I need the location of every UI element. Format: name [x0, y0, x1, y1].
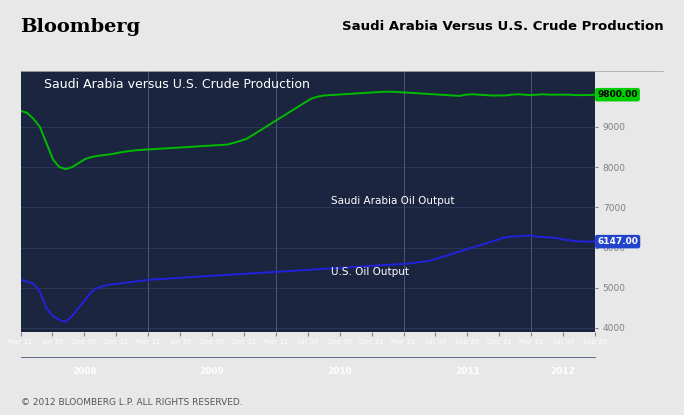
Text: 2009: 2009 — [200, 367, 224, 376]
Text: © 2012 BLOOMBERG L.P. ALL RIGHTS RESERVED.: © 2012 BLOOMBERG L.P. ALL RIGHTS RESERVE… — [21, 398, 242, 407]
Text: 2011: 2011 — [455, 367, 480, 376]
Text: 6147.00: 6147.00 — [597, 237, 638, 246]
Text: Bloomberg: Bloomberg — [21, 18, 141, 36]
Text: Saudi Arabia Versus U.S. Crude Production: Saudi Arabia Versus U.S. Crude Productio… — [342, 20, 663, 34]
Text: Saudi Arabia Oil Output: Saudi Arabia Oil Output — [331, 196, 454, 206]
Text: 2012: 2012 — [551, 367, 576, 376]
Text: 2010: 2010 — [328, 367, 352, 376]
Text: Saudi Arabia versus U.S. Crude Production: Saudi Arabia versus U.S. Crude Productio… — [44, 78, 309, 91]
Text: 2008: 2008 — [72, 367, 96, 376]
Text: 9800.00: 9800.00 — [597, 90, 637, 99]
Text: U.S. Oil Output: U.S. Oil Output — [331, 267, 409, 277]
